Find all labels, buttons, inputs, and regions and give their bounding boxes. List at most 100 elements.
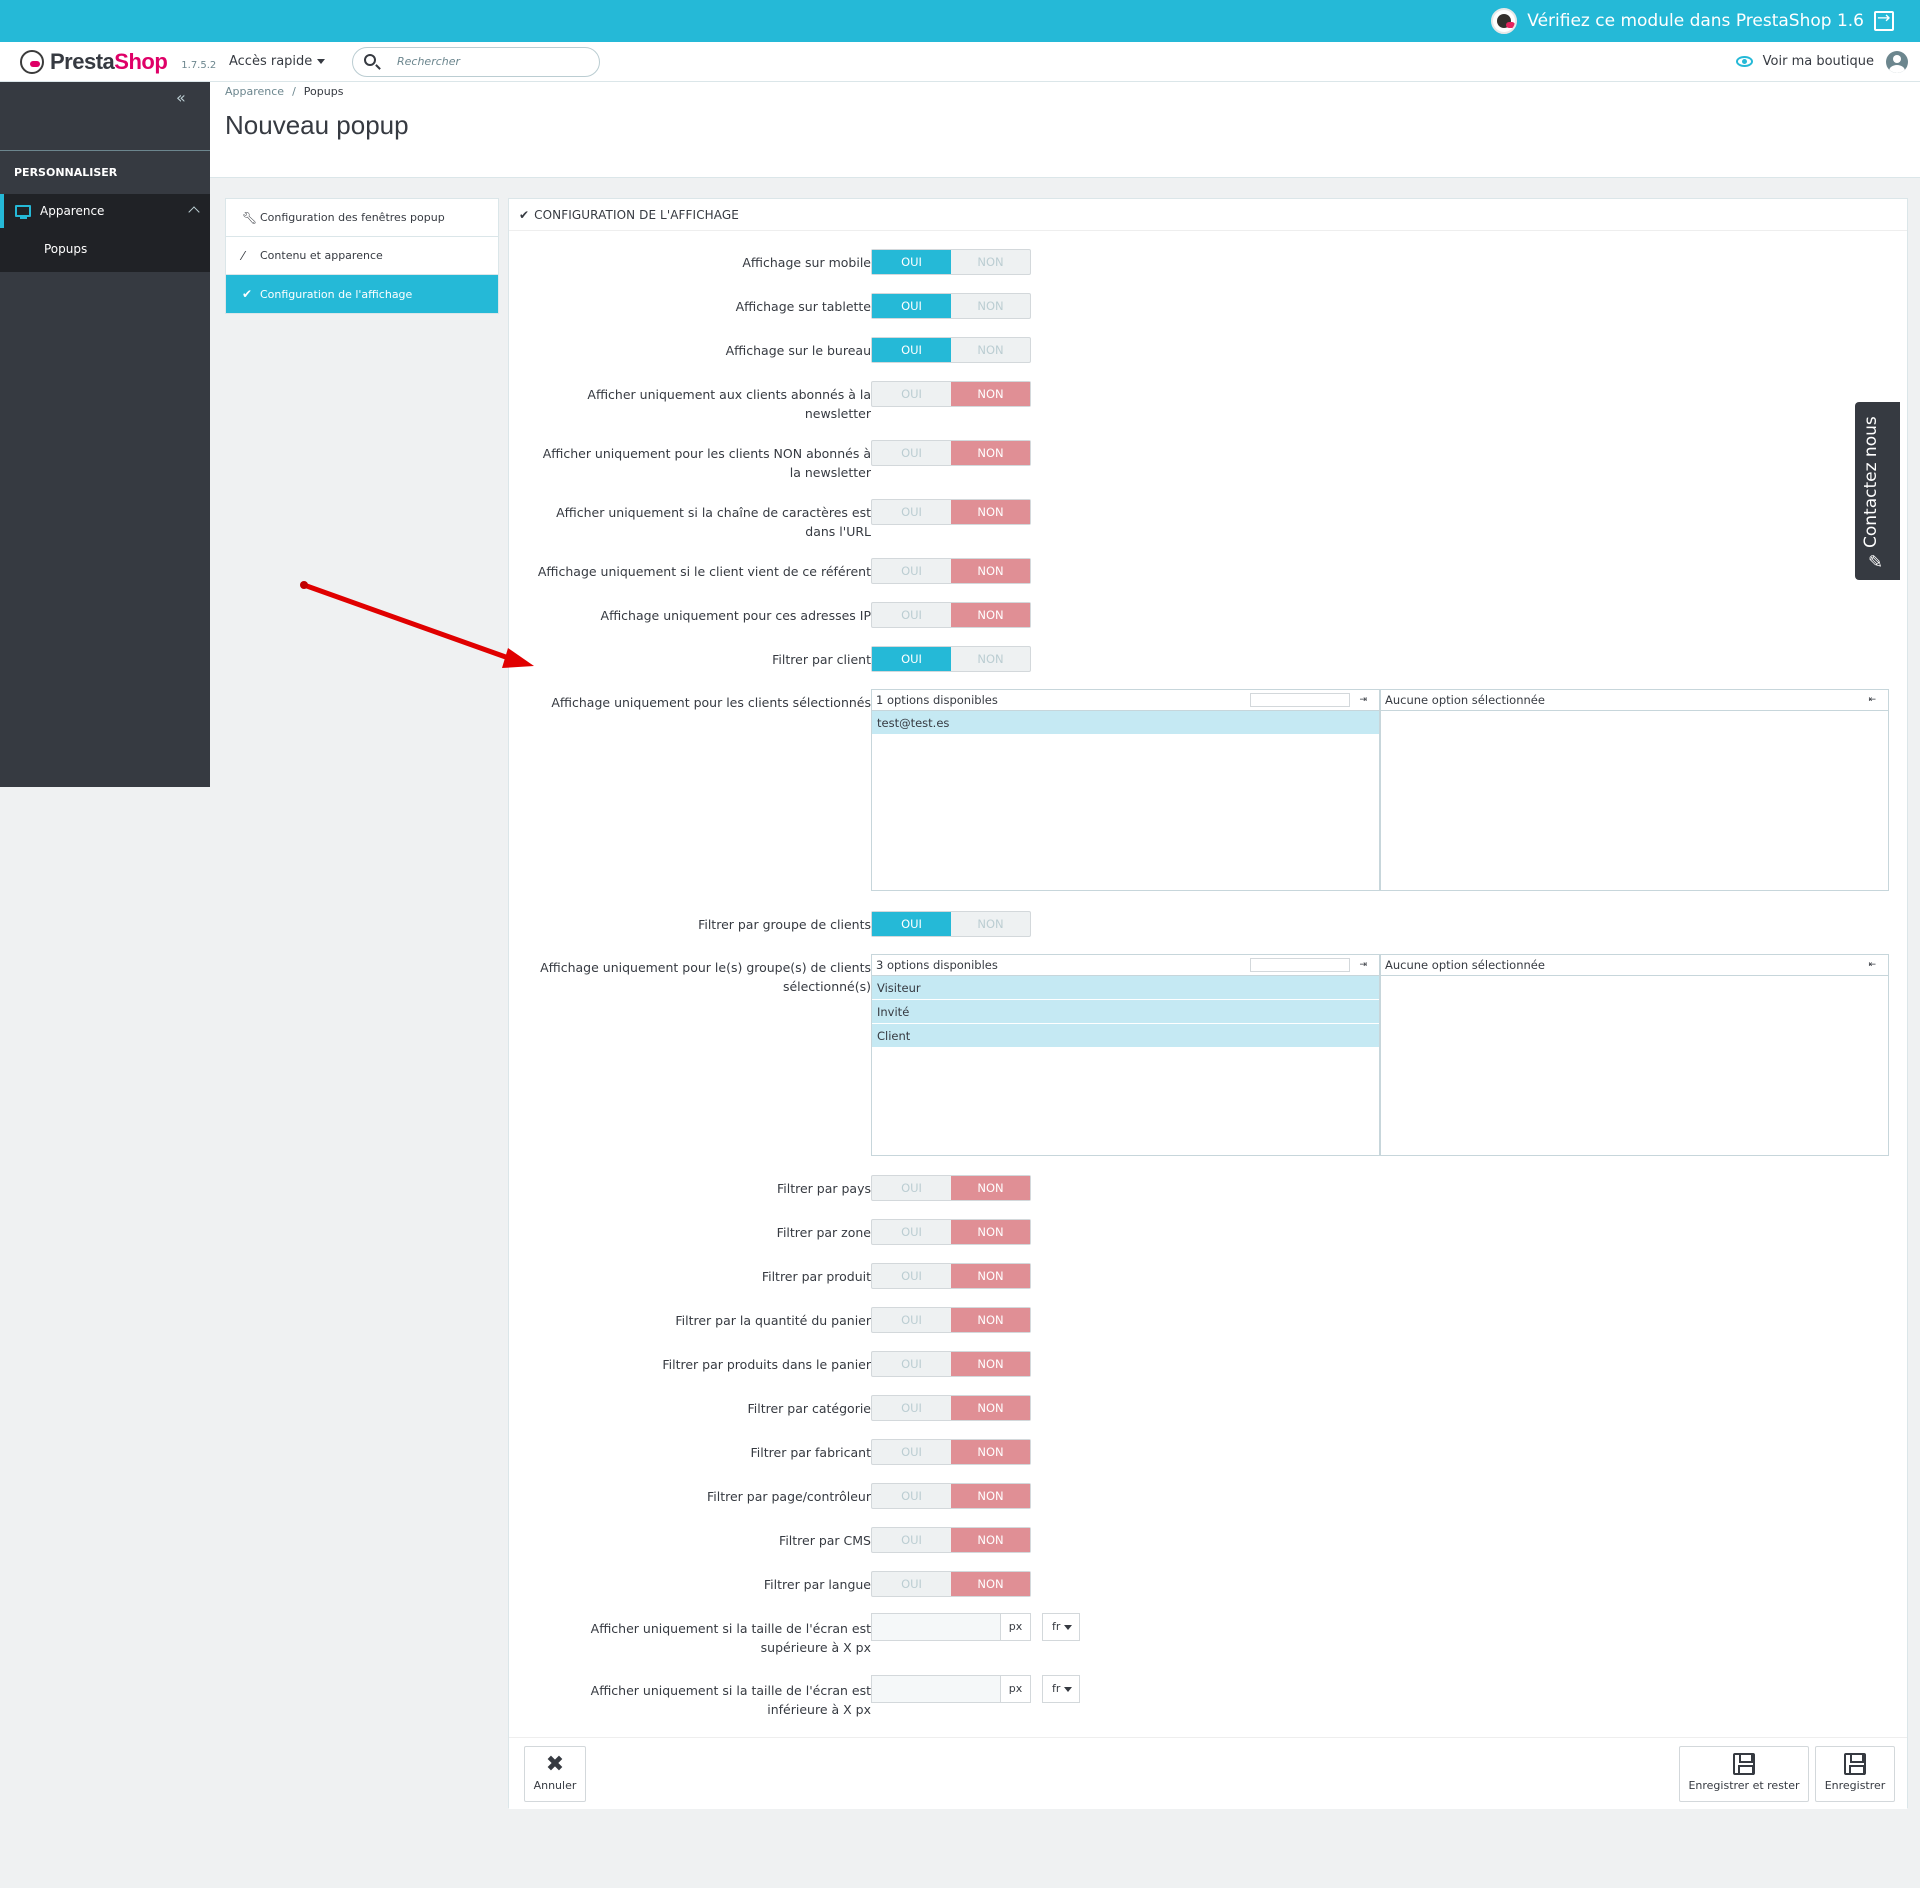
switch-yes[interactable]: OUI xyxy=(901,564,922,578)
groups-swap-list: 3 options disponibles ⇥ Visiteur Invité … xyxy=(871,954,1890,1156)
switch-no[interactable]: NON xyxy=(951,1308,1030,1332)
move-all-right-icon[interactable]: ⇥ xyxy=(1359,960,1367,970)
language-dropdown[interactable]: fr xyxy=(1042,1675,1080,1703)
filter-group-switch[interactable]: OUI NON xyxy=(871,911,1031,937)
display-tablet-switch[interactable]: OUI NON xyxy=(871,293,1031,319)
prestashop-logo[interactable]: PrestaShop 1.7.5.2 xyxy=(20,49,216,75)
breadcrumb-current[interactable]: Popups xyxy=(303,85,344,98)
referrer-switch[interactable]: OUI NON xyxy=(871,558,1031,584)
min-screen-width-field[interactable] xyxy=(872,1614,1000,1640)
switch-no[interactable]: NON xyxy=(951,382,1030,406)
ip-address-switch[interactable]: OUI NON xyxy=(871,602,1031,628)
switch-no[interactable]: NON xyxy=(951,1220,1030,1244)
switch-yes[interactable]: OUI xyxy=(901,1313,922,1327)
save-and-stay-button[interactable]: Enregistrer et rester xyxy=(1679,1746,1809,1802)
display-desktop-switch[interactable]: OUI NON xyxy=(871,337,1031,363)
min-screen-width-input[interactable]: px xyxy=(871,1613,1031,1641)
sidebar-subitem-label: Popups xyxy=(44,242,88,256)
display-config-panel: ✔ CONFIGURATION DE L'AFFICHAGE Affichage… xyxy=(508,198,1908,1809)
panel-title: CONFIGURATION DE L'AFFICHAGE xyxy=(534,207,739,222)
switch-no[interactable]: NON xyxy=(977,652,1004,666)
collapse-sidebar-icon[interactable]: « xyxy=(176,88,186,107)
max-screen-width-input[interactable]: px xyxy=(871,1675,1031,1703)
list-item[interactable]: test@test.es xyxy=(872,711,1379,735)
switch-yes[interactable]: OUI xyxy=(901,1445,922,1459)
filter-language-switch[interactable]: OUI NON xyxy=(871,1571,1031,1597)
switch-no[interactable]: NON xyxy=(977,299,1004,313)
switch-yes[interactable]: OUI xyxy=(872,647,951,671)
contact-us-tab[interactable]: Contactez nous ✎ xyxy=(1855,402,1900,580)
switch-no[interactable]: NON xyxy=(951,441,1030,465)
switch-yes[interactable]: OUI xyxy=(901,387,922,401)
switch-no[interactable]: NON xyxy=(951,1440,1030,1464)
switch-no[interactable]: NON xyxy=(951,1176,1030,1200)
switch-no[interactable]: NON xyxy=(951,1396,1030,1420)
move-all-right-icon[interactable]: ⇥ xyxy=(1359,695,1367,705)
filter-input[interactable] xyxy=(1250,693,1350,707)
filter-manufacturer-switch[interactable]: OUI NON xyxy=(871,1439,1031,1465)
switch-no[interactable]: NON xyxy=(977,255,1004,269)
filter-cart-products-switch[interactable]: OUI NON xyxy=(871,1351,1031,1377)
ps16-banner-link[interactable]: Vérifiez ce module dans PrestaShop 1.6 xyxy=(1491,0,1894,42)
list-item[interactable]: Visiteur xyxy=(872,976,1379,1000)
cancel-button[interactable]: ✖ Annuler xyxy=(524,1746,586,1802)
switch-no[interactable]: NON xyxy=(951,1264,1030,1288)
sidebar-subitem-popups[interactable]: Popups xyxy=(0,228,210,272)
move-all-left-icon[interactable]: ⇤ xyxy=(1868,695,1876,705)
switch-yes[interactable]: OUI xyxy=(901,1269,922,1283)
selected-header: Aucune option sélectionnée xyxy=(1385,958,1545,972)
view-shop-link[interactable]: Voir ma boutique xyxy=(1735,54,1874,69)
save-button[interactable]: Enregistrer xyxy=(1815,1746,1895,1802)
switch-no[interactable]: NON xyxy=(977,343,1004,357)
list-item[interactable]: Invité xyxy=(872,1000,1379,1024)
tab-display-config[interactable]: ✔ Configuration de l'affichage xyxy=(226,275,498,313)
switch-yes[interactable]: OUI xyxy=(901,608,922,622)
display-mobile-switch[interactable]: OUI NON xyxy=(871,249,1031,275)
switch-yes[interactable]: OUI xyxy=(872,338,951,362)
tab-popup-config[interactable]: 🔧︎ Configuration des fenêtres popup xyxy=(226,199,498,237)
switch-no[interactable]: NON xyxy=(977,917,1004,931)
switch-no[interactable]: NON xyxy=(951,1484,1030,1508)
switch-yes[interactable]: OUI xyxy=(901,1225,922,1239)
switch-no[interactable]: NON xyxy=(951,1352,1030,1376)
switch-yes[interactable]: OUI xyxy=(901,1181,922,1195)
switch-yes[interactable]: OUI xyxy=(901,1577,922,1591)
filter-zone-switch[interactable]: OUI NON xyxy=(871,1219,1031,1245)
user-avatar-icon[interactable] xyxy=(1886,51,1908,73)
newsletter-subscribers-switch[interactable]: OUI NON xyxy=(871,381,1031,407)
breadcrumb-parent[interactable]: Apparence xyxy=(225,85,285,98)
filter-customer-switch[interactable]: OUI NON xyxy=(871,646,1031,672)
switch-no[interactable]: NON xyxy=(951,559,1030,583)
sidebar-item-apparence[interactable]: Apparence xyxy=(0,194,210,228)
switch-yes[interactable]: OUI xyxy=(872,294,951,318)
switch-yes[interactable]: OUI xyxy=(901,446,922,460)
filter-controller-switch[interactable]: OUI NON xyxy=(871,1483,1031,1509)
url-string-switch[interactable]: OUI NON xyxy=(871,499,1031,525)
max-screen-width-field[interactable] xyxy=(872,1676,1000,1702)
move-all-left-icon[interactable]: ⇤ xyxy=(1868,960,1876,970)
filter-input[interactable] xyxy=(1250,958,1350,972)
filter-country-switch[interactable]: OUI NON xyxy=(871,1175,1031,1201)
switch-yes[interactable]: OUI xyxy=(901,1357,922,1371)
switch-yes[interactable]: OUI xyxy=(872,912,951,936)
tab-content-appearance[interactable]: ⁄ Contenu et apparence xyxy=(226,237,498,275)
switch-yes[interactable]: OUI xyxy=(901,505,922,519)
switch-no[interactable]: NON xyxy=(951,500,1030,524)
language-dropdown[interactable]: fr xyxy=(1042,1613,1080,1641)
switch-no[interactable]: NON xyxy=(951,1528,1030,1552)
switch-yes[interactable]: OUI xyxy=(901,1533,922,1547)
filter-cart-quantity-switch[interactable]: OUI NON xyxy=(871,1307,1031,1333)
filter-category-switch[interactable]: OUI NON xyxy=(871,1395,1031,1421)
switch-no[interactable]: NON xyxy=(951,603,1030,627)
switch-no[interactable]: NON xyxy=(951,1572,1030,1596)
switch-yes[interactable]: OUI xyxy=(901,1489,922,1503)
list-item[interactable]: Client xyxy=(872,1024,1379,1048)
filter-cms-switch[interactable]: OUI NON xyxy=(871,1527,1031,1553)
selected-options-list: Aucune option sélectionnée ⇤ xyxy=(1380,954,1889,1156)
switch-yes[interactable]: OUI xyxy=(872,250,951,274)
search-input[interactable]: Rechercher xyxy=(352,47,600,77)
switch-yes[interactable]: OUI xyxy=(901,1401,922,1415)
filter-product-switch[interactable]: OUI NON xyxy=(871,1263,1031,1289)
quick-access-dropdown[interactable]: Accès rapide xyxy=(229,54,325,69)
newsletter-non-subscribers-switch[interactable]: OUI NON xyxy=(871,440,1031,466)
